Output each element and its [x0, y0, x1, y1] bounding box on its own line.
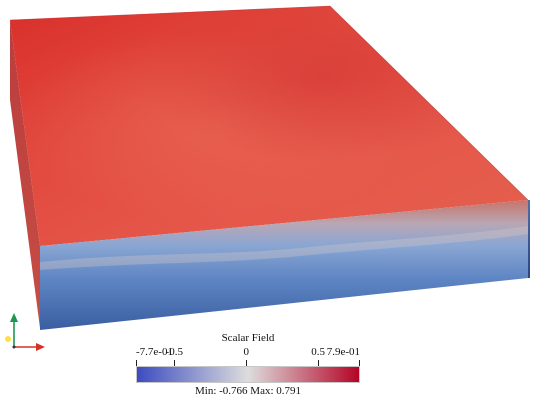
colorbar-tick-mark [136, 360, 137, 366]
colorbar-tick-label: 0 [243, 346, 249, 358]
colorbar-tick-label: 7.9e-01 [326, 346, 360, 358]
colorbar-tick-label: 0.5 [311, 346, 325, 358]
front-face-band [40, 226, 528, 270]
colorbar-range-text: Min: -0.766 Max: 0.791 [194, 385, 302, 397]
colorbar-legend: Scalar Field -7.7e-01 -0.5 0 0.5 7.9e-01 Min… [136, 332, 360, 398]
colorbar-tick-mark [246, 360, 248, 366]
colorbar-gradient [136, 366, 360, 383]
block-left-face [10, 20, 40, 328]
colorbar-tick-mark [359, 360, 360, 366]
colorbar-tick-label: -7.7e-01 [136, 346, 173, 358]
orientation-axes [5, 313, 45, 351]
colorbar-tick-mark [318, 360, 320, 366]
top-face-shade [10, 6, 528, 246]
colorbar-tick-mark [174, 360, 176, 366]
colorbar-title: Scalar Field [221, 332, 275, 344]
block-right-face [528, 200, 530, 278]
block-edge-outline [9, 5, 529, 201]
colorbar-tick-label: -0.5 [165, 346, 183, 358]
block-front-face [40, 200, 528, 330]
